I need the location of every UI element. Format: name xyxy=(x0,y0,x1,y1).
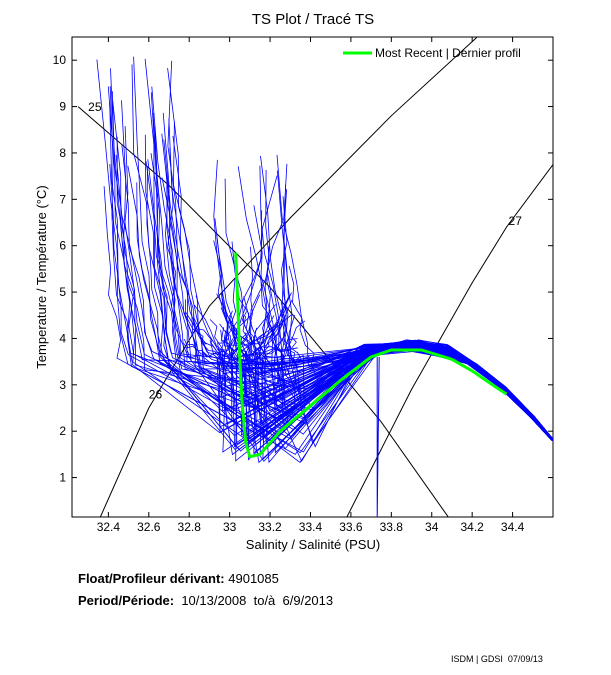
y-axis: 1 2 3 4 5 6 7 8 9 10 xyxy=(53,53,553,485)
profile-line xyxy=(216,234,553,441)
profile-line xyxy=(209,319,553,441)
x-tick-label: 34 xyxy=(425,520,439,534)
period-label: Period/Période: xyxy=(78,593,175,608)
y-tick-label: 2 xyxy=(59,424,66,438)
x-tick-label: 33.8 xyxy=(380,520,404,534)
period-value: 10/13/2008 to/à 6/9/2013 xyxy=(181,593,334,608)
y-tick-label: 1 xyxy=(59,471,66,485)
profile-spike xyxy=(376,356,380,517)
x-tick-label: 32.6 xyxy=(137,520,161,534)
most-recent-series xyxy=(234,252,508,459)
profile-line xyxy=(161,177,553,441)
profile-line xyxy=(187,343,553,440)
contour-label-27: 27 xyxy=(509,214,523,228)
x-tick-label: 34.4 xyxy=(501,520,525,534)
y-tick-label: 10 xyxy=(53,53,67,67)
contour-label-26: 26 xyxy=(149,388,163,402)
period-info: Period/Période: 10/13/2008 to/à 6/9/2013 xyxy=(78,593,333,608)
contour-labels: 25 26 27 xyxy=(88,100,522,402)
density-contour-27 xyxy=(346,164,553,517)
x-tick-label: 33.2 xyxy=(258,520,282,534)
chart-title: TS Plot / Tracé TS xyxy=(252,11,374,28)
float-label: Float/Profileur dérivant: xyxy=(78,571,225,586)
y-tick-label: 9 xyxy=(59,100,66,114)
x-tick-label: 34.2 xyxy=(460,520,484,534)
legend: Most Recent | Dernier profil xyxy=(343,46,521,60)
profile-line xyxy=(183,343,553,441)
profile-line xyxy=(267,275,553,441)
float-info: Float/Profileur dérivant: 4901085 xyxy=(78,571,279,586)
y-tick-label: 6 xyxy=(59,239,66,253)
x-axis: 32.4 32.6 32.8 33 33.2 33.4 33.6 33.8 34 34.2 34.4 xyxy=(97,37,525,534)
y-tick-label: 8 xyxy=(59,146,66,160)
footer-credit: ISDM | GDSI 07/09/13 xyxy=(451,654,543,664)
x-tick-label: 33 xyxy=(223,520,237,534)
y-axis-label: Temperature / Température (°C) xyxy=(34,185,49,368)
y-tick-label: 3 xyxy=(59,378,66,392)
x-tick-label: 32.8 xyxy=(178,520,202,534)
x-tick-label: 33.6 xyxy=(339,520,363,534)
legend-label: Most Recent | Dernier profil xyxy=(375,46,521,60)
density-contour-26 xyxy=(99,37,478,517)
y-tick-label: 5 xyxy=(59,285,66,299)
y-tick-label: 4 xyxy=(59,331,66,345)
contour-label-25: 25 xyxy=(88,100,102,114)
x-tick-label: 33.4 xyxy=(299,520,323,534)
x-tick-label: 32.4 xyxy=(97,520,121,534)
y-tick-label: 7 xyxy=(59,192,66,206)
series-line-most-recent xyxy=(234,252,508,459)
float-value: 4901085 xyxy=(228,571,279,586)
x-axis-label: Salinity / Salinité (PSU) xyxy=(246,537,380,552)
